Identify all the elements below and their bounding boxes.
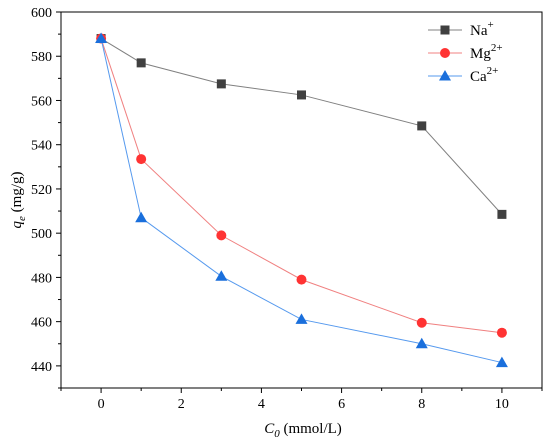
x-axis-label-unit: (mmol/L) [280, 421, 342, 437]
x-axis-label-sub: 0 [274, 428, 280, 440]
data-point-ca-5 [495, 356, 508, 368]
x-axis: 0 2 4 6 8 10 [60, 388, 543, 412]
legend-item-ca: Ca2+ [428, 65, 498, 85]
legend-label-na: Na+ [470, 19, 494, 39]
data-point-na-4 [417, 121, 427, 131]
y-tick-label-500: 500 [31, 227, 52, 242]
legend-label-ca: Ca2+ [470, 65, 498, 85]
data-point-mg-2 [216, 230, 227, 241]
x-axis-label-main: C [264, 421, 275, 437]
legend-label-name-mg: Mg [470, 46, 491, 62]
y-tick-label-520: 520 [31, 183, 52, 198]
legend-label-name-ca: Ca [470, 69, 487, 85]
series-mg [96, 33, 507, 338]
y-tick-label-460: 460 [31, 316, 52, 331]
data-point-ca-1 [135, 211, 148, 223]
x-tick-label-2: 2 [178, 397, 185, 412]
x-tick-label-10: 10 [495, 397, 509, 412]
x-tick-label-4: 4 [258, 397, 265, 412]
y-tick-label-600: 600 [31, 6, 52, 21]
data-point-ca-3 [295, 313, 308, 324]
data-point-ca-0 [95, 32, 108, 44]
data-point-na-1 [136, 58, 146, 68]
legend-label-sup-ca: 2+ [487, 65, 499, 77]
y-axis-label-main: q [9, 220, 25, 228]
data-point-na-2 [216, 79, 226, 89]
y-tick-label-480: 480 [31, 271, 52, 286]
legend-label-mg: Mg2+ [470, 42, 503, 62]
y-tick-label-560: 560 [31, 94, 52, 109]
y-axis-label: qe (mg/g) [9, 172, 28, 229]
legend-label-name-na: Na [470, 23, 488, 39]
series-line-mg [100, 38, 502, 334]
series-na [96, 34, 507, 219]
x-tick-label-0: 0 [98, 397, 105, 412]
legend-marker-ca [439, 70, 451, 81]
y-tick-label-440: 440 [31, 360, 52, 375]
legend: Na+Mg2+Ca2+ [428, 19, 503, 85]
y-axis-label-sub: e [16, 216, 28, 221]
legend-label-sup-na: + [488, 19, 494, 31]
series-layer [95, 32, 508, 368]
data-point-mg-1 [136, 154, 147, 165]
legend-item-na: Na+ [428, 19, 494, 39]
series-line-ca [100, 38, 503, 364]
data-point-ca-4 [415, 337, 428, 349]
legend-item-mg: Mg2+ [428, 42, 503, 62]
x-tick-label-6: 6 [338, 397, 345, 412]
y-tick-label-540: 540 [31, 139, 52, 154]
data-point-na-5 [497, 209, 507, 219]
y-axis: 440 460 480 500 520 540 560 580 600 [31, 6, 61, 389]
data-point-na-3 [297, 90, 306, 100]
legend-label-sup-mg: 2+ [491, 42, 503, 54]
x-axis-label: C0 (mmol/L) [264, 421, 342, 440]
series-line-na [100, 38, 503, 215]
y-tick-label-580: 580 [31, 50, 52, 65]
data-point-mg-4 [416, 317, 427, 328]
legend-marker-na [440, 25, 450, 35]
data-point-ca-2 [215, 270, 228, 281]
y-axis-label-unit: (mg/g) [9, 172, 25, 217]
x-tick-label-8: 8 [418, 397, 425, 412]
series-ca [95, 32, 508, 368]
data-point-mg-3 [296, 274, 307, 285]
data-point-mg-5 [496, 327, 507, 338]
legend-marker-mg [440, 48, 450, 58]
